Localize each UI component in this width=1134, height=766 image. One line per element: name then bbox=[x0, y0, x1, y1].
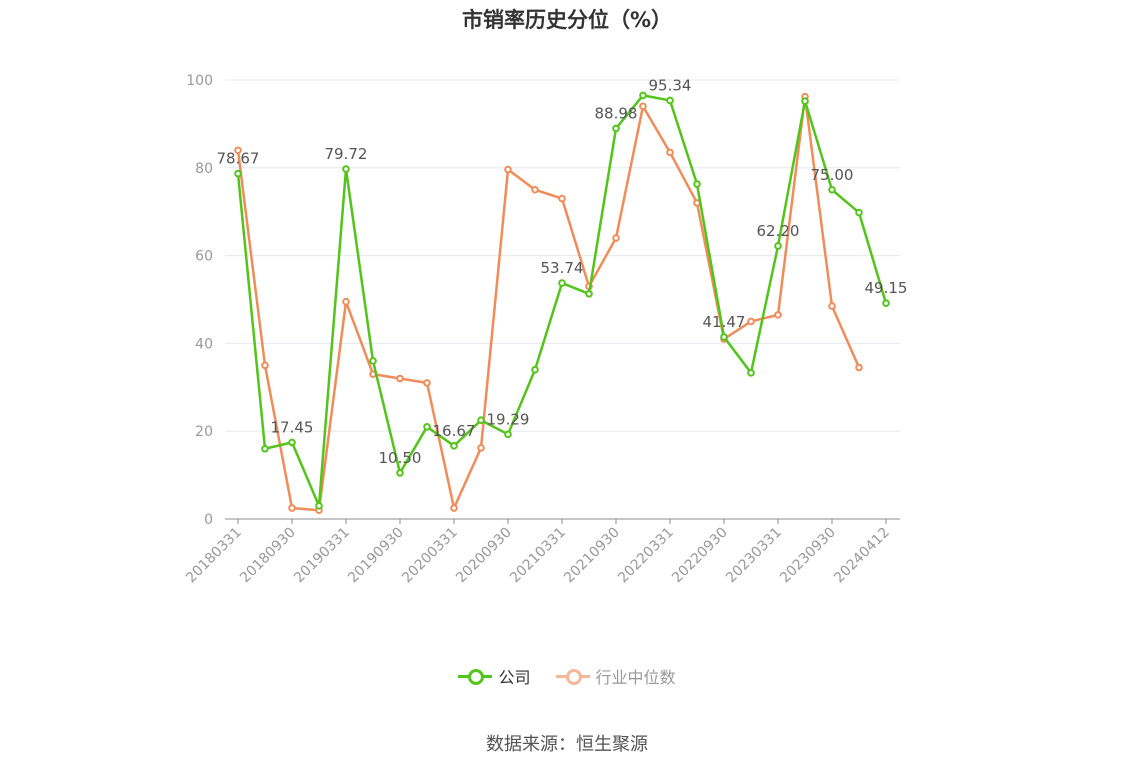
data-point-industry-median bbox=[423, 379, 431, 387]
data-point-industry-median bbox=[774, 311, 782, 319]
y-tick-label: 80 bbox=[195, 161, 213, 177]
x-tick-label: 20180930 bbox=[237, 525, 299, 587]
data-point-industry-median bbox=[747, 317, 755, 326]
data-point-company bbox=[369, 357, 377, 365]
data-point-company bbox=[828, 185, 836, 194]
data-point-industry-median bbox=[531, 185, 539, 194]
data-point-industry-median bbox=[504, 165, 512, 174]
y-tick-label: 100 bbox=[186, 73, 213, 89]
data-point-company bbox=[666, 96, 674, 105]
data-point-industry-median bbox=[288, 504, 296, 512]
data-label: 49.15 bbox=[865, 279, 908, 297]
data-point-industry-median bbox=[450, 504, 458, 512]
data-label: 62.20 bbox=[757, 222, 800, 240]
data-point-industry-median bbox=[234, 146, 242, 155]
legend-label-company: 公司 bbox=[498, 668, 531, 687]
data-point-company bbox=[801, 97, 809, 105]
y-tick-label: 40 bbox=[195, 336, 213, 352]
data-point-company bbox=[477, 416, 485, 425]
x-tick-label: 20230930 bbox=[777, 525, 839, 587]
data-point-industry-median bbox=[477, 444, 485, 452]
legend-label-industry-median: 行业中位数 bbox=[595, 668, 676, 687]
series-layer bbox=[234, 91, 890, 515]
data-point-company bbox=[396, 469, 404, 477]
data-point-company bbox=[585, 289, 593, 298]
data-point-industry-median bbox=[855, 363, 863, 372]
data-point-industry-median bbox=[261, 361, 269, 370]
data-point-company bbox=[450, 442, 458, 450]
x-tick-label: 20230331 bbox=[723, 525, 785, 587]
legend-marker-company bbox=[458, 666, 493, 686]
data-label: 41.47 bbox=[703, 313, 746, 331]
x-tick-label: 20210930 bbox=[561, 525, 623, 587]
x-tick-label: 20240412 bbox=[831, 525, 893, 587]
data-point-company bbox=[882, 299, 890, 308]
data-point-company bbox=[612, 124, 620, 133]
data-point-industry-median bbox=[558, 194, 566, 203]
data-label: 95.34 bbox=[649, 76, 692, 94]
x-tick-label: 20210331 bbox=[507, 525, 569, 587]
data-label: 75.00 bbox=[811, 166, 854, 184]
data-point-industry-median bbox=[612, 234, 620, 242]
data-point-company bbox=[774, 242, 782, 250]
data-label: 10.50 bbox=[379, 449, 422, 467]
data-point-company bbox=[315, 502, 323, 510]
data-point-company bbox=[234, 169, 242, 178]
data-point-company bbox=[288, 438, 296, 447]
data-point-industry-median bbox=[828, 302, 836, 310]
data-point-company bbox=[558, 279, 566, 287]
data-label: 19.29 bbox=[487, 410, 530, 428]
data-point-company bbox=[342, 165, 350, 173]
data-point-company bbox=[720, 333, 728, 341]
data-point-industry-median bbox=[396, 374, 404, 383]
data-point-company bbox=[531, 365, 539, 374]
data-point-company bbox=[261, 444, 269, 453]
data-point-industry-median bbox=[666, 148, 674, 157]
data-point-company bbox=[423, 423, 431, 431]
x-tick-label: 20190930 bbox=[345, 525, 407, 587]
x-tick-label: 20200930 bbox=[453, 525, 515, 587]
data-label: 53.74 bbox=[541, 259, 584, 277]
data-point-industry-median bbox=[639, 102, 647, 111]
legend-marker-industry-median bbox=[555, 666, 590, 686]
data-point-industry-median bbox=[342, 297, 350, 306]
data-labels: 78.67 17.45 79.72 10.50 16.67 19.29 53.74 88.98… bbox=[217, 76, 908, 466]
x-tick-label: 20200331 bbox=[399, 525, 461, 587]
data-label: 79.72 bbox=[325, 145, 368, 163]
data-point-company bbox=[693, 180, 701, 188]
data-point-company bbox=[639, 91, 647, 100]
data-point-company bbox=[504, 430, 512, 439]
x-tick-label: 20220930 bbox=[669, 525, 731, 587]
data-label: 17.45 bbox=[271, 418, 314, 436]
data-label: 88.98 bbox=[595, 104, 638, 122]
grid-lines bbox=[225, 79, 900, 432]
x-tick-label: 20180331 bbox=[183, 525, 245, 587]
source-note: 数据来源：恒生聚源 bbox=[486, 734, 648, 755]
y-tick-label: 20 bbox=[195, 424, 213, 440]
legend-item-industry-median[interactable]: 行业中位数 bbox=[555, 664, 676, 688]
data-point-company bbox=[747, 369, 755, 377]
data-point-company bbox=[855, 208, 863, 217]
x-tick-label: 20190331 bbox=[291, 525, 353, 587]
chart-title: 市销率历史分位（%） bbox=[461, 8, 673, 32]
legend-item-company[interactable]: 公司 bbox=[458, 664, 530, 688]
data-label: 16.67 bbox=[433, 422, 476, 440]
y-tick-label: 0 bbox=[204, 512, 213, 528]
data-label: 78.67 bbox=[217, 150, 260, 168]
x-tick-label: 20220331 bbox=[615, 525, 677, 587]
series-line-industry-median bbox=[236, 95, 861, 512]
y-tick-label: 60 bbox=[195, 249, 213, 265]
legend: 公司 行业中位数 bbox=[0, 664, 1134, 690]
